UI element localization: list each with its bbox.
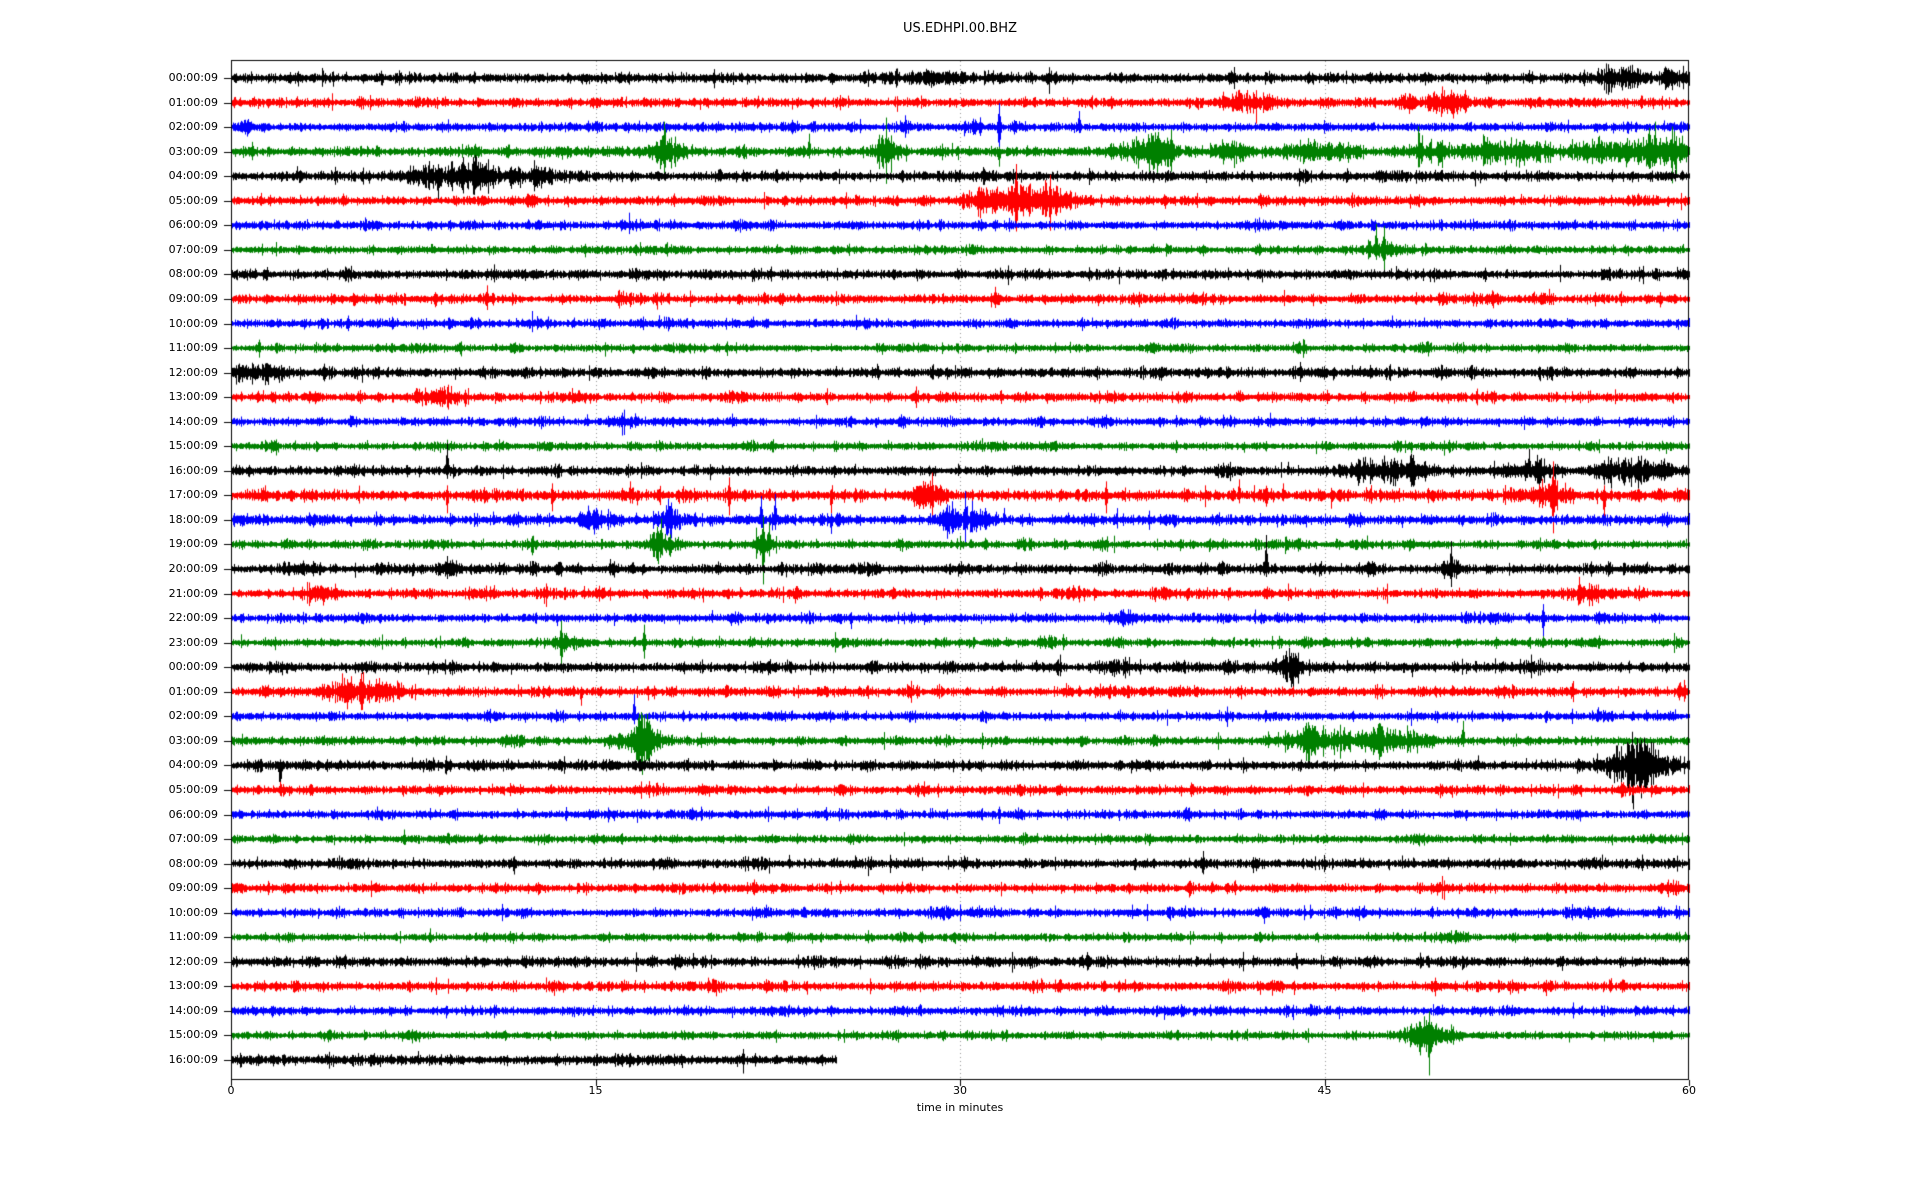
- y-axis-label: 04:00:09: [168, 169, 218, 183]
- y-axis-label: 03:00:09: [168, 144, 218, 158]
- y-axis-label: 12:00:09: [168, 954, 218, 968]
- y-axis-label: 01:00:09: [168, 95, 218, 109]
- x-tick-label: 15: [588, 1084, 603, 1097]
- y-axis-label: 01:00:09: [168, 684, 218, 698]
- y-axis-label: 06:00:09: [168, 218, 218, 232]
- y-axis-label: 14:00:09: [168, 1003, 218, 1017]
- y-axis-label: 00:00:09: [168, 660, 218, 674]
- y-axis-label: 08:00:09: [168, 267, 218, 281]
- y-axis-label: 11:00:09: [168, 930, 218, 944]
- y-axis-label: 17:00:09: [168, 488, 218, 502]
- y-axis-label: 02:00:09: [168, 120, 218, 134]
- y-axis-label: 10:00:09: [168, 316, 218, 330]
- y-axis-label: 16:00:09: [168, 1053, 218, 1066]
- x-axis-title: time in minutes: [916, 1101, 1004, 1114]
- y-axis-label: 00:00:09: [168, 71, 218, 84]
- y-axis-label: 22:00:09: [168, 611, 218, 625]
- y-axis-label: 16:00:09: [168, 463, 218, 477]
- y-axis-label: 07:00:09: [168, 832, 218, 846]
- y-axis-label: 09:00:09: [168, 291, 218, 305]
- x-tick-label: 60: [1682, 1084, 1696, 1097]
- y-axis-label: 13:00:09: [168, 979, 218, 993]
- y-axis-label: 15:00:09: [168, 1028, 218, 1042]
- y-axis-label: 06:00:09: [168, 807, 218, 821]
- figure-title: US.EDHPI.00.BHZ: [903, 21, 1017, 36]
- x-tick-label: 45: [1317, 1084, 1332, 1097]
- y-axis-label: 05:00:09: [168, 193, 218, 207]
- y-axis-label: 23:00:09: [168, 635, 218, 649]
- y-axis-label: 03:00:09: [168, 733, 218, 747]
- y-axis-label: 12:00:09: [168, 365, 218, 379]
- y-axis-label: 18:00:09: [168, 512, 218, 526]
- x-tick-label: 0: [227, 1084, 235, 1097]
- y-axis-label: 13:00:09: [168, 390, 218, 404]
- y-axis-label: 05:00:09: [168, 782, 218, 796]
- x-tick-label: 30: [953, 1084, 967, 1097]
- y-axis-label: 21:00:09: [168, 586, 218, 600]
- y-axis-label: 08:00:09: [168, 856, 218, 870]
- y-axis-label: 11:00:09: [168, 341, 218, 355]
- y-axis-label: 14:00:09: [168, 414, 218, 428]
- y-axis-label: 20:00:09: [168, 562, 218, 575]
- y-axis-label: 04:00:09: [168, 758, 218, 772]
- y-axis-label: 02:00:09: [168, 709, 218, 723]
- y-axis-label: 07:00:09: [168, 242, 218, 256]
- y-axis-label: 15:00:09: [168, 439, 218, 453]
- y-axis-label: 09:00:09: [168, 881, 218, 895]
- y-axis-label: 19:00:09: [168, 537, 218, 551]
- y-axis-label: 10:00:09: [168, 905, 218, 919]
